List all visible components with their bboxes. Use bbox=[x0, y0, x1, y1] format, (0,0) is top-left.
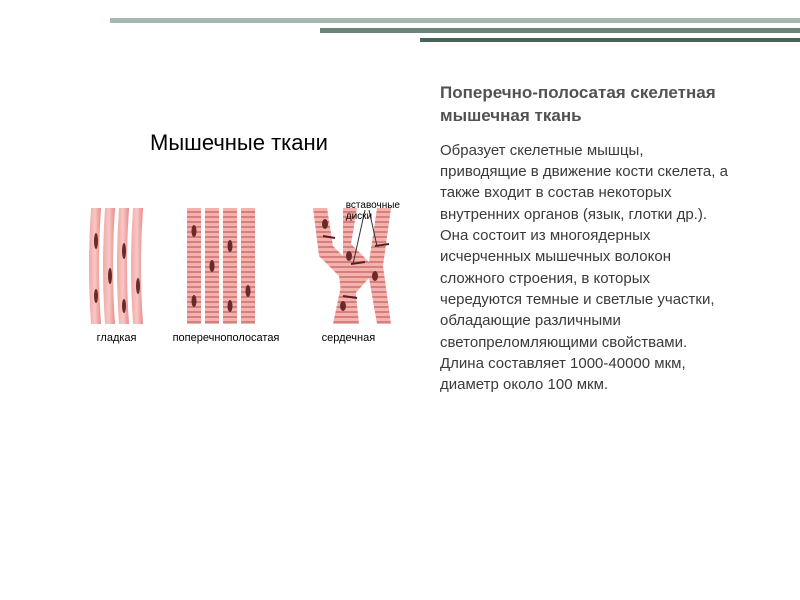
striated-label: поперечнополосатая bbox=[173, 332, 280, 344]
tissue-smooth: гладкая bbox=[85, 206, 149, 344]
decor-bar-3 bbox=[420, 38, 800, 42]
right-column: Поперечно-полосатая скелетная мышечная т… bbox=[440, 70, 760, 600]
tissue-striated: поперечнополосатая bbox=[173, 206, 280, 344]
right-body: Образует скелетные мышцы, приводящие в д… bbox=[440, 140, 730, 396]
cardiac-tissue-icon bbox=[303, 206, 393, 326]
smooth-tissue-icon bbox=[85, 206, 149, 326]
tissue-cardiac: сердечная bbox=[303, 206, 393, 344]
striated-tissue-icon bbox=[181, 206, 271, 326]
decor-bar-1 bbox=[110, 18, 800, 23]
intercalated-disc-callout: вставочные диски bbox=[346, 200, 400, 222]
left-column: Мышечные ткани bbox=[0, 70, 440, 600]
decor-bar-2 bbox=[320, 28, 800, 33]
tissue-diagram: гладкая bbox=[38, 206, 440, 344]
right-title: Поперечно-полосатая скелетная мышечная т… bbox=[440, 82, 730, 128]
content-area: Мышечные ткани bbox=[0, 70, 800, 600]
left-title: Мышечные ткани bbox=[38, 130, 440, 156]
cardiac-label: сердечная bbox=[303, 332, 393, 344]
smooth-label: гладкая bbox=[85, 332, 149, 344]
